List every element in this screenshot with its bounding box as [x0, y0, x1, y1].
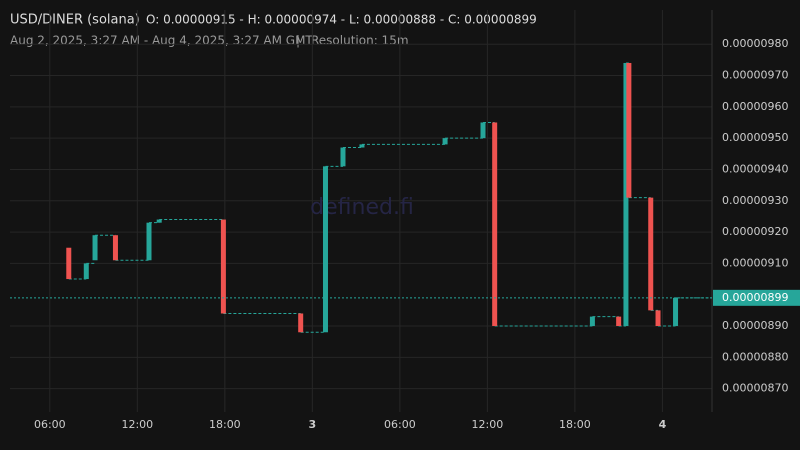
y-tick-label: 0.00000910 — [722, 256, 788, 269]
x-tick-label: 06:00 — [384, 418, 416, 431]
candle — [626, 62, 632, 198]
y-tick-label: 0.00000950 — [722, 131, 788, 144]
y-tick-label: 0.00000880 — [722, 350, 788, 363]
ohlc-summary: O: 0.00000915 - H: 0.00000974 - L: 0.000… — [146, 13, 537, 27]
y-tick-label: 0.00000870 — [722, 382, 788, 395]
y-tick-label: 0.00000940 — [722, 162, 788, 175]
candle — [480, 122, 486, 139]
candle — [156, 219, 162, 223]
candle — [66, 247, 72, 280]
date-range: Aug 2, 2025, 3:27 AM - Aug 4, 2025, 3:27… — [10, 34, 313, 48]
candle — [220, 219, 226, 314]
candle — [112, 235, 118, 261]
candle — [623, 62, 629, 327]
candle — [442, 138, 448, 145]
x-tick-label: 06:00 — [34, 418, 66, 431]
pair-title: USD/DINER (solana) — [10, 13, 140, 28]
candle — [655, 310, 661, 327]
candle — [340, 147, 346, 167]
separator: | — [296, 34, 300, 48]
x-tick-label: 3 — [309, 418, 317, 431]
candle — [92, 235, 98, 261]
candle — [648, 197, 654, 311]
candle — [322, 166, 328, 333]
y-tick-label: 0.00000970 — [722, 69, 788, 82]
candle — [616, 316, 622, 327]
x-tick-label: 18:00 — [559, 418, 591, 431]
x-tick-label: 4 — [659, 418, 667, 431]
y-tick-label: 0.00000960 — [722, 100, 788, 113]
candle — [298, 313, 304, 333]
x-tick-label: 12:00 — [472, 418, 504, 431]
y-tick-label: 0.00000980 — [722, 37, 788, 50]
candle — [673, 297, 679, 327]
x-tick-label: 12:00 — [121, 418, 153, 431]
last-price-label: 0.00000899 — [722, 291, 788, 304]
candle — [146, 222, 152, 261]
candle — [492, 122, 498, 327]
y-tick-label: 0.00000930 — [722, 194, 788, 207]
candle — [589, 316, 595, 327]
x-tick-label: 18:00 — [209, 418, 241, 431]
last-price-box — [713, 289, 800, 306]
y-tick-label: 0.00000890 — [722, 319, 788, 332]
y-tick-label: 0.00000920 — [722, 225, 788, 238]
candle — [359, 144, 365, 148]
resolution: Resolution: 15m — [311, 34, 409, 48]
candle — [83, 263, 89, 280]
